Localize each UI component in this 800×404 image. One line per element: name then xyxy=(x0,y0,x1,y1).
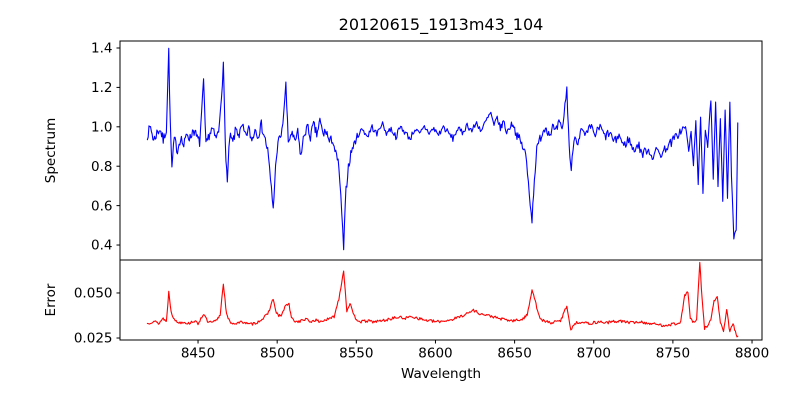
spectrum-flux-line xyxy=(146,47,739,251)
y-tick-label: 1.2 xyxy=(91,80,112,96)
error-y-axis-label: Error xyxy=(43,283,59,316)
error-level-line xyxy=(146,261,739,338)
axes-layer: 0.4 0.6 0.8 1.0 1.2 1.4 0.025 0.050 8450 8500 8550… xyxy=(74,40,769,362)
x-tick-label: 8700 xyxy=(577,346,611,362)
spectrum-y-axis-label: Spectrum xyxy=(43,118,59,183)
x-tick-label: 8750 xyxy=(656,346,690,362)
y-tick-label: 0.025 xyxy=(74,331,113,347)
x-tick-label: 8450 xyxy=(181,346,215,362)
error-panel-frame xyxy=(119,259,763,341)
x-tick-label: 8500 xyxy=(260,346,294,362)
x-tick-label: 8650 xyxy=(497,346,531,362)
x-tick-label: 8600 xyxy=(418,346,452,362)
y-tick-label: 0.8 xyxy=(91,159,112,175)
chart-title: 20120615_1913m43_104 xyxy=(339,15,544,35)
x-tick-label: 8800 xyxy=(735,346,769,362)
y-tick-label: 1.0 xyxy=(91,120,112,136)
y-tick-label: 0.4 xyxy=(91,238,112,254)
x-axis-label: Wavelength xyxy=(401,366,481,382)
x-tick-label: 8550 xyxy=(339,346,373,362)
y-tick-label: 0.6 xyxy=(91,198,112,214)
data-lines-layer xyxy=(146,47,739,338)
y-tick-label: 1.4 xyxy=(91,41,112,57)
y-tick-label: 0.050 xyxy=(74,286,113,302)
